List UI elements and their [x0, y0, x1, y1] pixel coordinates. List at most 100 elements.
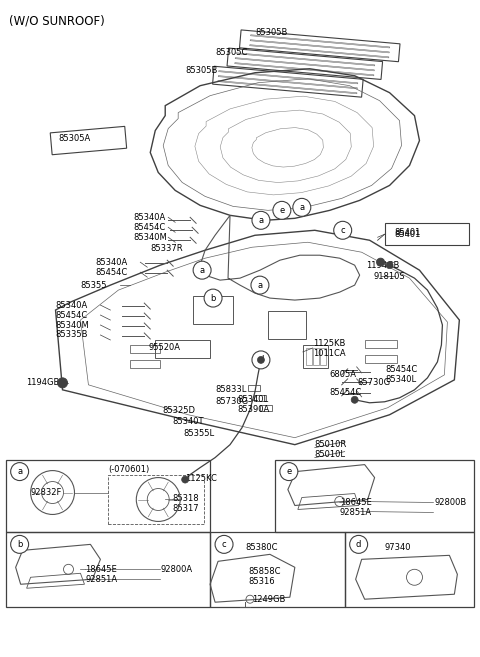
Circle shape	[351, 396, 358, 403]
Text: 85305C: 85305C	[215, 49, 248, 57]
Bar	[218, 81, 357, 94]
Text: c: c	[222, 540, 227, 549]
Text: a: a	[17, 467, 22, 476]
Text: 85730G: 85730G	[358, 378, 391, 388]
Text: 85730G: 85730G	[215, 397, 248, 406]
Text: 85305B: 85305B	[255, 28, 288, 37]
Bar	[260, 405, 272, 411]
Bar	[219, 71, 358, 84]
Circle shape	[293, 198, 311, 216]
Bar	[50, 126, 127, 155]
Text: 85401: 85401	[395, 228, 421, 237]
Text: 6805A: 6805A	[330, 371, 357, 379]
Circle shape	[280, 463, 298, 480]
Bar	[108, 474, 204, 524]
Text: 85305A: 85305A	[59, 134, 91, 143]
Bar	[155, 340, 210, 358]
Text: 95520A: 95520A	[148, 344, 180, 352]
Text: 85454C: 85454C	[385, 365, 418, 374]
Text: 85401: 85401	[395, 230, 421, 238]
Text: 85858C: 85858C	[248, 567, 280, 576]
Bar	[365, 355, 396, 363]
Text: d: d	[356, 540, 361, 549]
Bar	[313, 348, 319, 365]
Circle shape	[193, 261, 211, 279]
Bar	[365, 340, 396, 348]
Bar	[235, 62, 374, 76]
Text: 85337R: 85337R	[150, 244, 183, 253]
Text: 85010R: 85010R	[315, 440, 347, 449]
Text: d: d	[258, 355, 264, 365]
Text: 92851A: 92851A	[85, 575, 118, 584]
Text: 85355: 85355	[81, 281, 107, 290]
Bar	[218, 76, 358, 89]
Bar	[254, 395, 266, 401]
Bar	[193, 296, 233, 324]
Circle shape	[257, 356, 264, 363]
Text: (W/O SUNROOF): (W/O SUNROOF)	[9, 15, 105, 28]
Circle shape	[58, 378, 68, 388]
Text: a: a	[258, 215, 264, 225]
Bar	[235, 58, 374, 71]
Text: b: b	[210, 294, 216, 303]
Circle shape	[252, 351, 270, 369]
Text: 18645E: 18645E	[340, 498, 372, 507]
Text: 85390A: 85390A	[237, 405, 269, 415]
Text: 1125KB: 1125KB	[313, 340, 345, 348]
Text: 1125KC: 1125KC	[185, 474, 217, 483]
Bar	[240, 30, 400, 62]
Text: 18645E: 18645E	[85, 565, 117, 574]
Text: 92800B: 92800B	[434, 498, 467, 507]
Text: a: a	[257, 281, 263, 290]
Text: 92832F: 92832F	[31, 488, 62, 497]
Circle shape	[350, 535, 368, 553]
Text: 85454C: 85454C	[330, 388, 362, 397]
Text: 91810S: 91810S	[373, 271, 405, 281]
Circle shape	[181, 476, 189, 483]
Text: 85340L: 85340L	[385, 375, 417, 384]
Bar	[213, 66, 363, 97]
Bar	[6, 460, 210, 532]
Text: 85325D: 85325D	[162, 406, 195, 415]
Text: 1011CA: 1011CA	[313, 350, 346, 359]
Text: 85340A: 85340A	[56, 300, 88, 309]
Circle shape	[273, 201, 291, 219]
Text: 85340T: 85340T	[172, 417, 204, 426]
Bar	[6, 532, 210, 607]
Text: 85380C: 85380C	[245, 543, 277, 552]
Text: 97340: 97340	[384, 543, 411, 552]
Text: 85454C: 85454C	[133, 223, 166, 232]
Circle shape	[204, 289, 222, 307]
Text: 92800A: 92800A	[160, 565, 192, 574]
Circle shape	[251, 276, 269, 294]
Text: e: e	[286, 467, 291, 476]
Bar	[210, 532, 345, 607]
Bar	[250, 39, 389, 53]
Text: a: a	[299, 203, 304, 212]
Text: 85318: 85318	[172, 494, 199, 503]
Circle shape	[215, 535, 233, 553]
Bar	[251, 35, 390, 48]
Bar	[130, 345, 160, 353]
Circle shape	[252, 212, 270, 229]
Text: 85340A: 85340A	[133, 213, 166, 222]
Text: 85340A: 85340A	[96, 258, 128, 267]
Bar	[384, 223, 469, 245]
Bar	[268, 311, 306, 339]
Text: 85454C: 85454C	[56, 311, 88, 319]
Text: 1194GB: 1194GB	[25, 378, 59, 388]
Text: 85833L: 85833L	[215, 385, 246, 394]
Bar	[306, 348, 312, 365]
Text: 85340L: 85340L	[237, 396, 268, 404]
Text: a: a	[200, 265, 204, 275]
Bar	[345, 532, 474, 607]
Text: 1194GB: 1194GB	[366, 261, 399, 269]
Text: 85305B: 85305B	[185, 66, 217, 76]
Text: e: e	[279, 206, 285, 215]
Text: b: b	[17, 540, 23, 549]
Circle shape	[11, 535, 29, 553]
Text: 85317: 85317	[172, 504, 199, 513]
Circle shape	[386, 261, 393, 269]
Circle shape	[11, 463, 29, 480]
Text: 85316: 85316	[248, 577, 275, 586]
